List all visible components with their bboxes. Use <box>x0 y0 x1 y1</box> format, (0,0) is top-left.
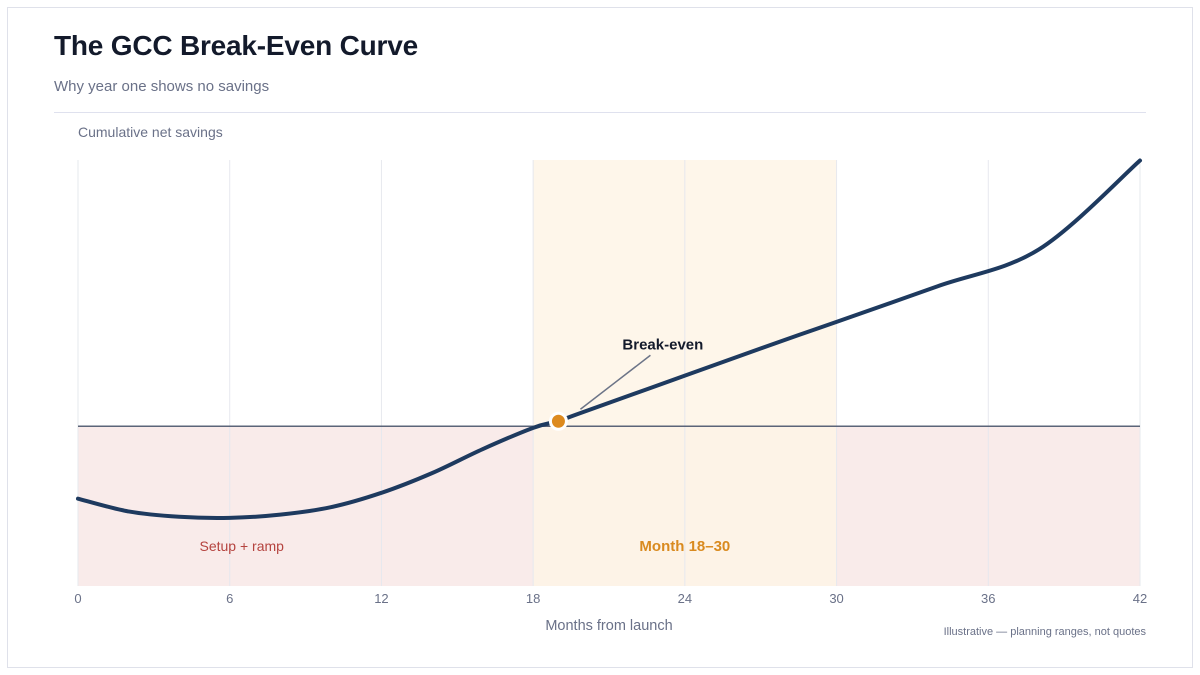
x-tick-label-42: 42 <box>1133 591 1147 606</box>
break-even-marker <box>548 411 568 431</box>
break-even-leader <box>579 354 651 410</box>
x-tick-label-18: 18 <box>526 591 540 606</box>
chart-title: The GCC Break-Even Curve <box>54 30 418 61</box>
y-axis-label: Cumulative net savings <box>78 124 223 140</box>
x-tick-label-30: 30 <box>829 591 843 606</box>
break-even-label: Break-even <box>622 336 703 353</box>
loss-region-label: Setup + ramp <box>199 538 284 554</box>
header-divider <box>54 112 1146 113</box>
x-tick-label-0: 0 <box>74 591 81 606</box>
x-tick-label-6: 6 <box>226 591 233 606</box>
x-tick-label-12: 12 <box>374 591 388 606</box>
x-axis-label: Months from launch <box>545 618 672 634</box>
x-tick-label-36: 36 <box>981 591 995 606</box>
footnote: Illustrative — planning ranges, not quot… <box>943 626 1146 638</box>
x-tick-label-24: 24 <box>678 591 692 606</box>
chart-subtitle: Why year one shows no savings <box>54 78 270 95</box>
window-label: Month 18–30 <box>639 538 730 555</box>
savings-curve <box>76 158 1142 520</box>
